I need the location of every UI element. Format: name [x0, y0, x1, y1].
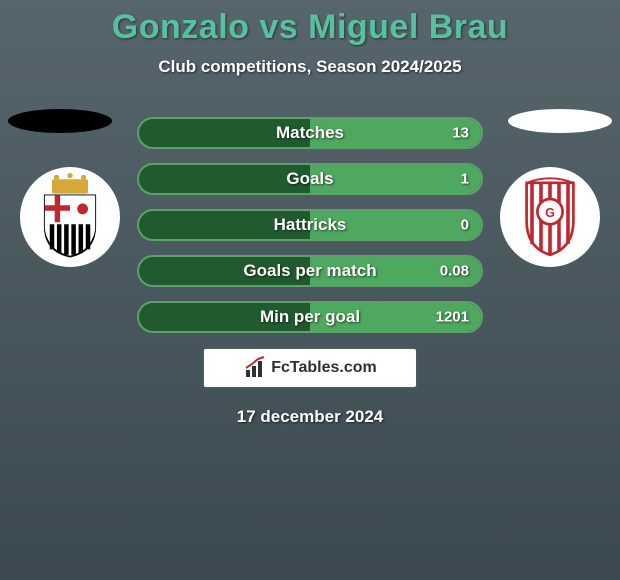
stat-value-right: 0 — [461, 217, 469, 234]
stat-row: Goals per match 0.08 — [137, 255, 483, 287]
stat-value-right: 13 — [452, 125, 469, 142]
stat-row: Goals 1 — [137, 163, 483, 195]
stat-segment-right — [310, 165, 481, 193]
subtitle: Club competitions, Season 2024/2025 — [0, 57, 620, 77]
stat-row: Min per goal 1201 — [137, 301, 483, 333]
stat-label: Hattricks — [274, 215, 347, 235]
stat-label: Min per goal — [260, 307, 360, 327]
stat-label: Goals — [286, 169, 333, 189]
brand-text: FcTables.com — [271, 359, 377, 377]
svg-text:G: G — [545, 206, 555, 220]
body-area: G Matches 13 Goals 1 Hattricks 0 Goals per mat… — [0, 117, 620, 427]
stat-value-right: 0.08 — [440, 263, 469, 280]
player-marker-right — [508, 109, 612, 133]
stat-value-right: 1 — [461, 171, 469, 188]
club-logo-right: G — [500, 167, 600, 267]
page-title: Gonzalo vs Miguel Brau — [0, 0, 620, 47]
stat-label: Matches — [276, 123, 344, 143]
stat-segment-left — [139, 165, 310, 193]
club-logo-left — [20, 167, 120, 267]
comparison-infographic: Gonzalo vs Miguel Brau Club competitions… — [0, 0, 620, 580]
stat-label: Goals per match — [243, 261, 376, 281]
player-marker-left — [8, 109, 112, 133]
club-crest-left-icon — [25, 172, 115, 262]
brand-chart-icon — [243, 356, 267, 380]
brand-box: FcTables.com — [202, 347, 418, 389]
club-crest-right-icon: G — [505, 172, 595, 262]
stat-value-right: 1201 — [436, 309, 469, 326]
stat-row: Matches 13 — [137, 117, 483, 149]
stats-list: Matches 13 Goals 1 Hattricks 0 Goals per match… — [137, 117, 483, 333]
date-text: 17 december 2024 — [0, 407, 620, 427]
stat-row: Hattricks 0 — [137, 209, 483, 241]
